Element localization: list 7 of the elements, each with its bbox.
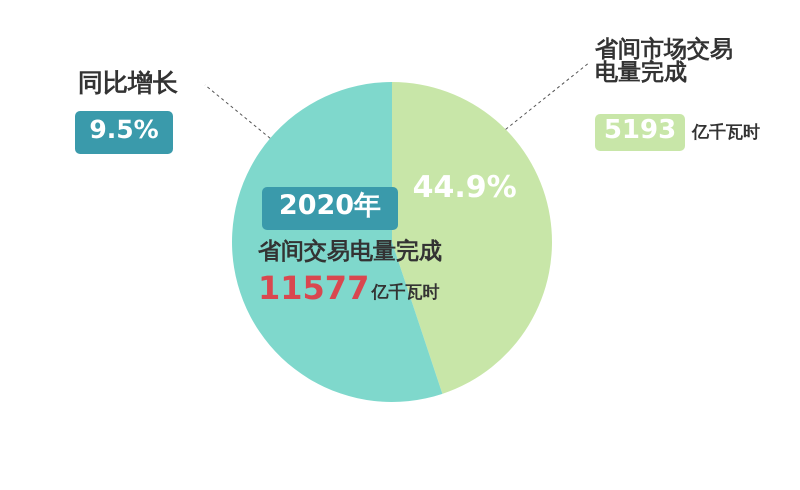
text: 9.5% (89, 115, 159, 144)
text: 同比增长 (78, 68, 178, 97)
slice-label: 省间市场交易电量完成 (594, 36, 733, 86)
data-label: 44.9% (412, 170, 517, 206)
text: 省间交易电量完成 (257, 238, 442, 264)
text: 2020年 (278, 190, 382, 221)
text: 11577亿千瓦时 (258, 269, 440, 307)
